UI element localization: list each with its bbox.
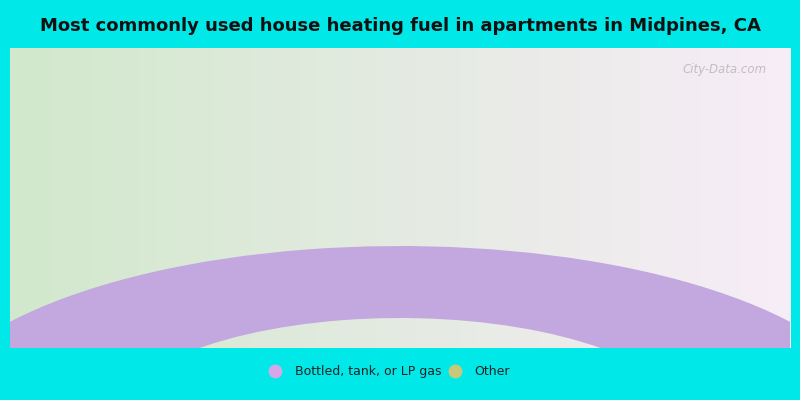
Wedge shape [674,361,800,400]
Text: City-Data.com: City-Data.com [683,63,767,76]
Text: Other: Other [474,365,510,378]
Text: Most commonly used house heating fuel in apartments in Midpines, CA: Most commonly used house heating fuel in… [39,17,761,35]
Text: Bottled, tank, or LP gas: Bottled, tank, or LP gas [294,365,441,378]
Wedge shape [0,246,800,400]
